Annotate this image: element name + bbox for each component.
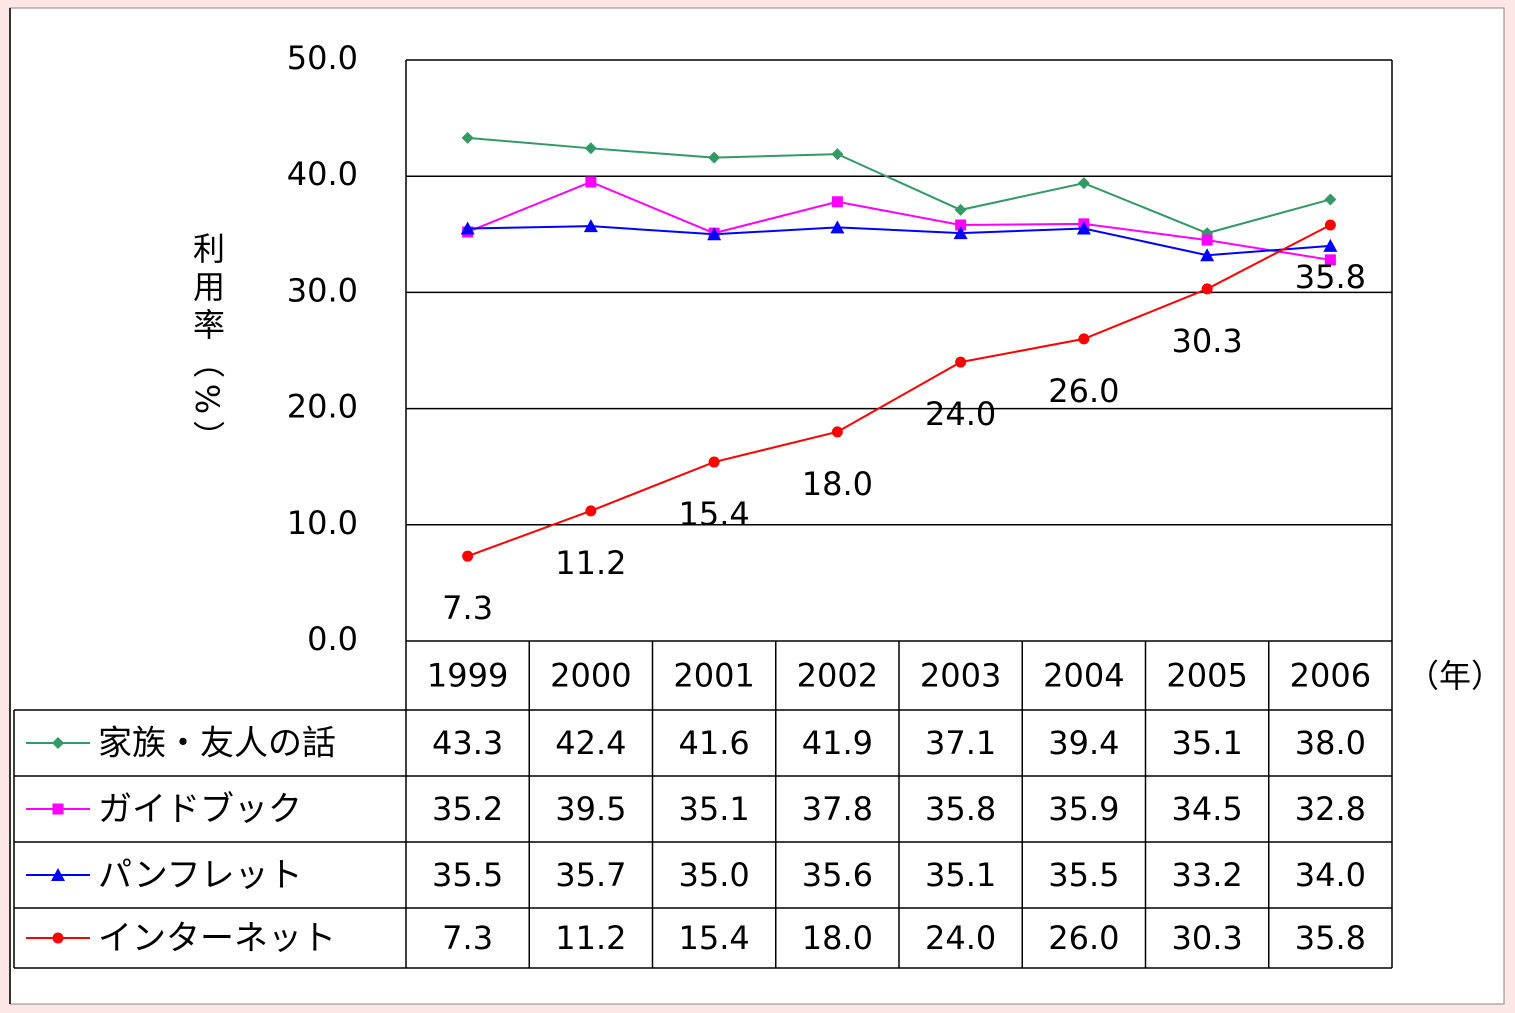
marker (1201, 283, 1213, 295)
marker (1324, 219, 1336, 231)
table-cell: 42.4 (555, 724, 626, 762)
table-cell: 35.1 (925, 856, 996, 894)
table-cell: 39.5 (555, 790, 626, 828)
series-line (467, 225, 1331, 257)
table-cell: 35.6 (802, 856, 873, 894)
data-label: 18.0 (802, 465, 873, 503)
marker (583, 219, 598, 233)
series-line (467, 224, 1331, 558)
legend-label: ガイドブック (98, 790, 302, 830)
table-cell: 26.0 (1048, 919, 1119, 957)
x-tick-label: 2001 (673, 657, 754, 695)
legend-marker (52, 737, 64, 749)
table-cell: 38.0 (1295, 724, 1366, 762)
marker (584, 142, 597, 155)
x-tick-label: 2006 (1290, 657, 1371, 695)
table-cell: 35.1 (1172, 724, 1243, 762)
legend-marker (52, 803, 64, 815)
table-cell: 15.4 (679, 919, 750, 957)
data-label: 35.8 (1295, 258, 1366, 296)
table-cell: 35.9 (1048, 790, 1119, 828)
marker (1076, 221, 1091, 235)
marker (460, 221, 475, 235)
marker (955, 219, 967, 231)
table-cell: 18.0 (802, 919, 873, 957)
data-label: 15.4 (679, 495, 750, 533)
marker (831, 148, 844, 161)
table-cell: 35.8 (1295, 919, 1366, 957)
table-cell: 35.1 (679, 790, 750, 828)
data-label: 30.3 (1172, 322, 1243, 360)
marker (830, 220, 845, 234)
x-tick-label: 1999 (427, 657, 508, 695)
table-cell: 11.2 (555, 919, 626, 957)
table-cell: 35.2 (432, 790, 503, 828)
x-tick-label: 2004 (1043, 657, 1124, 695)
marker (1324, 193, 1337, 206)
data-label: 26.0 (1048, 372, 1119, 410)
table-cell: 35.7 (555, 856, 626, 894)
x-tick-label: 2003 (920, 657, 1001, 695)
marker (1323, 238, 1338, 252)
marker (955, 356, 967, 368)
table-cell: 34.5 (1172, 790, 1243, 828)
legend-label: 家族・友人の話 (98, 724, 336, 764)
table-cell: 35.5 (1048, 856, 1119, 894)
table-cell: 39.4 (1048, 724, 1119, 762)
marker (831, 426, 843, 438)
marker (831, 196, 843, 208)
marker (708, 456, 720, 468)
marker (461, 131, 474, 144)
data-label: 24.0 (925, 395, 996, 433)
series-line (467, 136, 1331, 235)
legend-label: インターネット (98, 919, 336, 959)
y-tick-label: 20.0 (287, 388, 358, 426)
table-cell: 37.8 (802, 790, 873, 828)
table-cell: 35.0 (679, 856, 750, 894)
series-line (467, 180, 1331, 261)
legend-marker (51, 868, 65, 881)
y-axis-label: 利用率（%） (188, 232, 226, 458)
marker (707, 227, 722, 241)
y-tick-label: 50.0 (287, 39, 358, 77)
y-tick-label: 40.0 (287, 155, 358, 193)
marker (1078, 333, 1090, 345)
marker (953, 226, 968, 240)
table-cell: 41.6 (679, 724, 750, 762)
table-cell: 37.1 (925, 724, 996, 762)
table-cell: 24.0 (925, 919, 996, 957)
y-tick-label: 0.0 (307, 620, 358, 658)
data-label: 7.3 (442, 589, 493, 627)
table-cell: 43.3 (432, 724, 503, 762)
marker (1200, 248, 1215, 262)
table-cell: 7.3 (442, 919, 493, 957)
marker (585, 176, 597, 188)
table-cell: 35.8 (925, 790, 996, 828)
marker (1201, 234, 1213, 246)
x-unit-label: （年） (1407, 657, 1503, 695)
marker (1077, 177, 1090, 190)
y-tick-label: 30.0 (287, 271, 358, 309)
marker (462, 550, 474, 562)
table-cell: 34.0 (1295, 856, 1366, 894)
y-tick-label: 10.0 (287, 504, 358, 542)
marker (708, 151, 721, 164)
legend-marker (52, 932, 64, 944)
x-tick-label: 2002 (797, 657, 878, 695)
table-cell: 33.2 (1172, 856, 1243, 894)
x-tick-label: 2000 (550, 657, 631, 695)
table-cell: 30.3 (1172, 919, 1243, 957)
x-tick-label: 2005 (1166, 657, 1247, 695)
marker (954, 203, 967, 216)
table-cell: 41.9 (802, 724, 873, 762)
marker (585, 505, 597, 517)
chart-background (9, 7, 1505, 1005)
table-cell: 32.8 (1295, 790, 1366, 828)
table-cell: 35.5 (432, 856, 503, 894)
data-label: 11.2 (555, 544, 626, 582)
marker (1324, 254, 1336, 266)
legend-label: パンフレット (98, 856, 303, 896)
